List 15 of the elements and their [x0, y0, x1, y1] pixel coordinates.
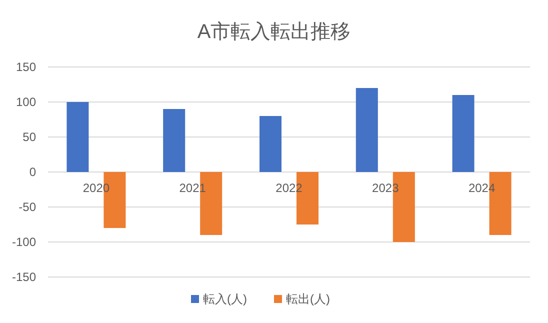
- bar: [260, 116, 282, 172]
- bar: [452, 95, 474, 172]
- y-tick-label: 100: [16, 95, 36, 109]
- legend-label: 転出(人): [286, 292, 330, 306]
- legend-label: 転入(人): [203, 292, 247, 306]
- y-tick-label: -100: [12, 235, 36, 249]
- y-tick-label: -50: [18, 200, 36, 214]
- chart-title: A市転入転出推移: [197, 21, 351, 43]
- y-tick-label: 150: [16, 60, 36, 74]
- y-tick-label: -150: [12, 270, 36, 284]
- y-tick-label: 50: [22, 130, 36, 144]
- y-tick-label: 0: [29, 165, 36, 179]
- bar: [356, 88, 378, 172]
- bar: [163, 109, 186, 172]
- bar: [66, 102, 89, 172]
